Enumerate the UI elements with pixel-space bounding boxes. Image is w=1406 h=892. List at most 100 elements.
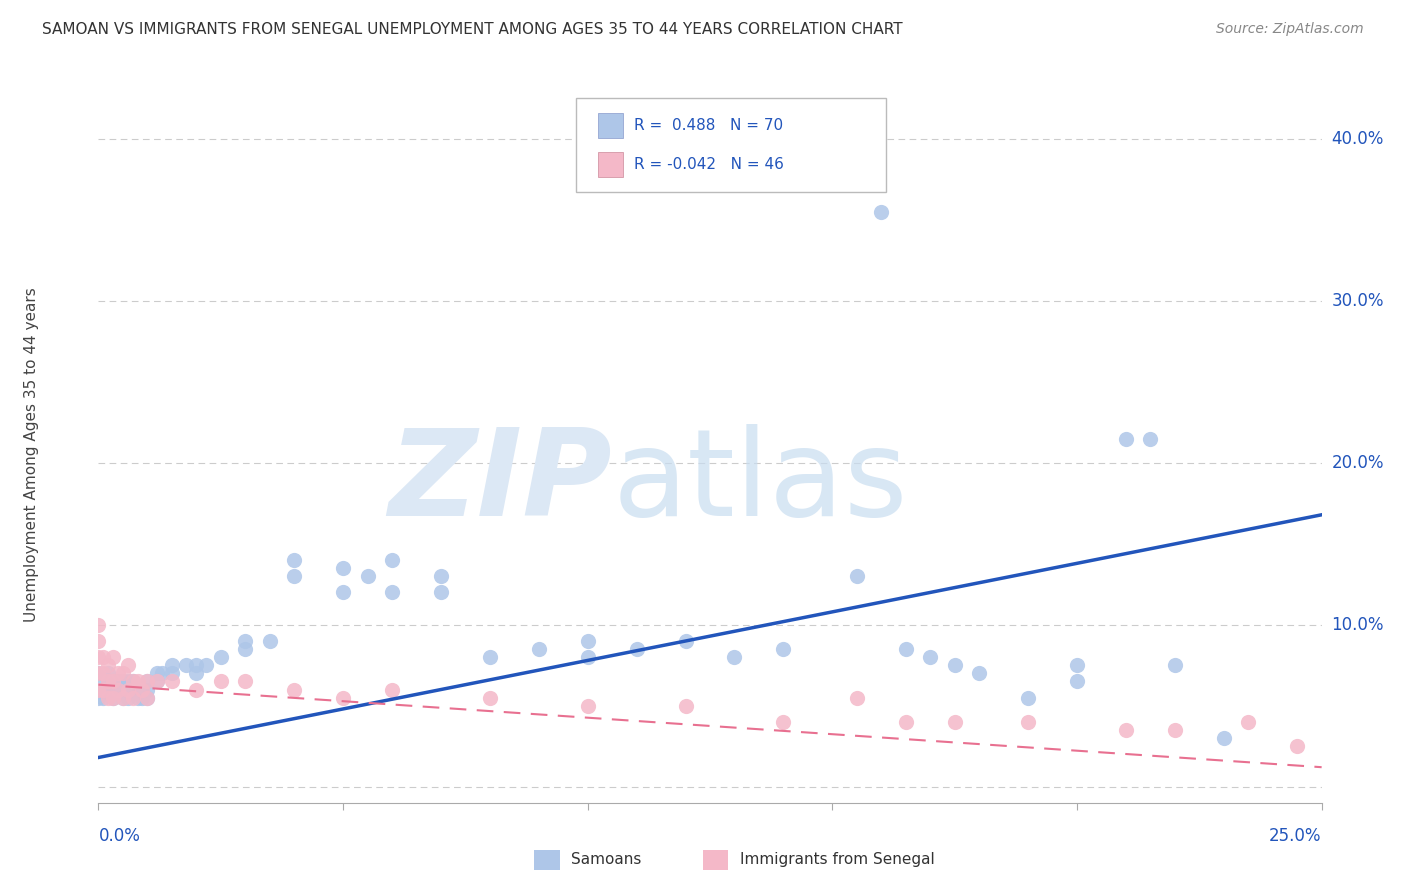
- Point: [121, 690, 143, 705]
- Point: [283, 553, 305, 567]
- Point: [1139, 432, 1161, 446]
- Point: [626, 642, 648, 657]
- Point: [131, 682, 153, 697]
- Point: [186, 666, 208, 681]
- Text: 30.0%: 30.0%: [1331, 293, 1384, 310]
- Point: [845, 690, 868, 705]
- Point: [87, 617, 110, 632]
- Text: 40.0%: 40.0%: [1331, 130, 1384, 148]
- Point: [332, 585, 354, 599]
- Text: SAMOAN VS IMMIGRANTS FROM SENEGAL UNEMPLOYMENT AMONG AGES 35 TO 44 YEARS CORRELA: SAMOAN VS IMMIGRANTS FROM SENEGAL UNEMPL…: [42, 22, 903, 37]
- Point: [97, 658, 120, 673]
- Point: [527, 642, 550, 657]
- Point: [920, 650, 942, 665]
- Point: [127, 690, 149, 705]
- Point: [87, 674, 110, 689]
- Point: [101, 690, 124, 705]
- Text: R = -0.042   N = 46: R = -0.042 N = 46: [634, 157, 785, 171]
- Point: [870, 205, 893, 219]
- Point: [186, 682, 208, 697]
- Point: [160, 658, 183, 673]
- Point: [127, 674, 149, 689]
- Point: [131, 682, 153, 697]
- Point: [381, 553, 404, 567]
- Point: [195, 658, 218, 673]
- Point: [107, 682, 129, 697]
- Point: [111, 666, 134, 681]
- Point: [283, 682, 305, 697]
- Point: [675, 698, 697, 713]
- Point: [381, 682, 404, 697]
- Point: [356, 569, 378, 583]
- Point: [101, 682, 124, 697]
- Point: [332, 561, 354, 575]
- Point: [97, 674, 120, 689]
- Point: [131, 690, 153, 705]
- Point: [1286, 739, 1309, 754]
- Point: [176, 658, 198, 673]
- Point: [146, 674, 169, 689]
- Point: [87, 666, 110, 681]
- Point: [136, 682, 159, 697]
- Point: [101, 650, 124, 665]
- Text: Source: ZipAtlas.com: Source: ZipAtlas.com: [1216, 22, 1364, 37]
- Point: [894, 714, 917, 729]
- Point: [91, 666, 114, 681]
- Point: [233, 642, 256, 657]
- Point: [97, 690, 120, 705]
- Point: [1212, 731, 1234, 745]
- Point: [894, 642, 917, 657]
- Point: [160, 666, 183, 681]
- Point: [576, 698, 599, 713]
- Point: [87, 682, 110, 697]
- Point: [1066, 658, 1088, 673]
- Point: [111, 674, 134, 689]
- Point: [772, 714, 794, 729]
- Point: [136, 674, 159, 689]
- Point: [150, 666, 173, 681]
- Point: [209, 674, 232, 689]
- Point: [1115, 723, 1137, 737]
- Point: [136, 690, 159, 705]
- Point: [160, 674, 183, 689]
- Point: [111, 682, 134, 697]
- Point: [91, 690, 114, 705]
- Point: [675, 634, 697, 648]
- Point: [107, 682, 129, 697]
- Point: [845, 569, 868, 583]
- Point: [430, 569, 453, 583]
- Point: [117, 674, 139, 689]
- Point: [259, 634, 281, 648]
- Point: [1017, 714, 1039, 729]
- Point: [136, 674, 159, 689]
- Text: 10.0%: 10.0%: [1331, 615, 1384, 634]
- Text: 25.0%: 25.0%: [1270, 827, 1322, 845]
- Text: ZIP: ZIP: [388, 425, 612, 541]
- Point: [136, 690, 159, 705]
- Text: R =  0.488   N = 70: R = 0.488 N = 70: [634, 119, 783, 133]
- Point: [723, 650, 745, 665]
- Point: [1164, 658, 1187, 673]
- Point: [117, 658, 139, 673]
- Point: [91, 682, 114, 697]
- Point: [91, 682, 114, 697]
- Point: [233, 634, 256, 648]
- Point: [111, 690, 134, 705]
- Text: 20.0%: 20.0%: [1331, 454, 1384, 472]
- Point: [107, 666, 129, 681]
- Point: [146, 666, 169, 681]
- Point: [967, 666, 990, 681]
- Point: [97, 682, 120, 697]
- Point: [91, 650, 114, 665]
- Point: [283, 569, 305, 583]
- Point: [1164, 723, 1187, 737]
- Point: [576, 634, 599, 648]
- Point: [101, 690, 124, 705]
- Point: [101, 674, 124, 689]
- Point: [121, 674, 143, 689]
- Point: [332, 690, 354, 705]
- Point: [1017, 690, 1039, 705]
- Point: [146, 674, 169, 689]
- Point: [87, 666, 110, 681]
- Point: [1115, 432, 1137, 446]
